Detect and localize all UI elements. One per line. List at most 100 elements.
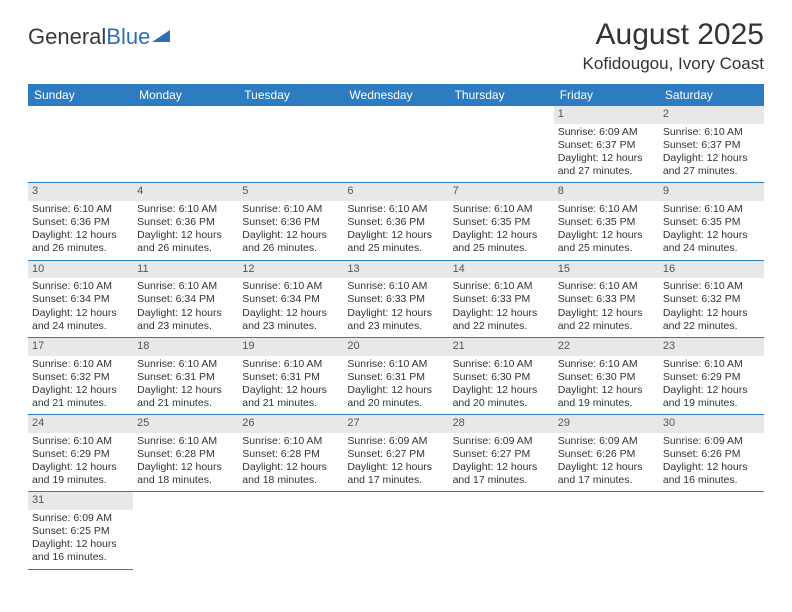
day-info-line: Sunrise: 6:10 AM [32,203,129,216]
day-info-line: Daylight: 12 hours [558,384,655,397]
day-info-line: Daylight: 12 hours [32,384,129,397]
day-info-line: and 16 minutes. [663,474,760,487]
calendar-day-cell: 11Sunrise: 6:10 AMSunset: 6:34 PMDayligh… [133,260,238,337]
day-info-line: Daylight: 12 hours [453,461,550,474]
day-number: 10 [28,261,133,279]
day-info-line: and 21 minutes. [137,397,234,410]
calendar-week-row: 17 Sunrise: 6:10 AMSunset: 6:32 PMDayligh… [28,337,764,414]
day-info-line: Sunset: 6:31 PM [137,371,234,384]
day-info: Sunrise: 6:10 AMSunset: 6:36 PMDaylight:… [32,203,129,256]
day-info: Sunrise: 6:10 AMSunset: 6:33 PMDaylight:… [558,280,655,333]
day-number: 18 [133,338,238,356]
calendar-day-cell: 28Sunrise: 6:09 AMSunset: 6:27 PMDayligh… [449,415,554,492]
day-info-line: Sunset: 6:37 PM [663,139,760,152]
day-info-line: Sunset: 6:31 PM [242,371,339,384]
calendar-day-cell: 3 Sunrise: 6:10 AMSunset: 6:36 PMDaylight… [28,183,133,260]
day-info-line: and 25 minutes. [453,242,550,255]
day-info-line: Sunrise: 6:10 AM [663,203,760,216]
calendar-day-cell [449,492,554,569]
day-info-line: and 17 minutes. [347,474,444,487]
day-info: Sunrise: 6:09 AMSunset: 6:37 PMDaylight:… [558,126,655,179]
day-number: 12 [238,261,343,279]
flag-icon [152,28,174,44]
day-info: Sunrise: 6:10 AMSunset: 6:30 PMDaylight:… [453,358,550,411]
day-info-line: Sunset: 6:34 PM [242,293,339,306]
day-info-line: Sunrise: 6:10 AM [663,358,760,371]
day-info-line: and 18 minutes. [137,474,234,487]
day-info-line: Sunset: 6:27 PM [347,448,444,461]
calendar-day-cell [238,492,343,569]
day-info-line: Sunset: 6:36 PM [242,216,339,229]
day-info: Sunrise: 6:10 AMSunset: 6:31 PMDaylight:… [137,358,234,411]
day-info-line: and 25 minutes. [347,242,444,255]
day-info-line: Daylight: 12 hours [663,152,760,165]
day-info-line: Sunrise: 6:10 AM [32,358,129,371]
day-info: Sunrise: 6:10 AMSunset: 6:36 PMDaylight:… [347,203,444,256]
day-number: 8 [554,183,659,201]
day-info-line: Sunrise: 6:09 AM [32,512,129,525]
calendar-day-cell: 30Sunrise: 6:09 AMSunset: 6:26 PMDayligh… [659,415,764,492]
calendar-day-cell: 24Sunrise: 6:10 AMSunset: 6:29 PMDayligh… [28,415,133,492]
calendar-day-cell: 9Sunrise: 6:10 AMSunset: 6:35 PMDaylight… [659,183,764,260]
day-info-line: Sunset: 6:31 PM [347,371,444,384]
calendar-day-cell: 31Sunrise: 6:09 AMSunset: 6:25 PMDayligh… [28,492,133,569]
calendar-day-cell: 21Sunrise: 6:10 AMSunset: 6:30 PMDayligh… [449,337,554,414]
day-info-line: Daylight: 12 hours [32,229,129,242]
calendar-day-cell: 2Sunrise: 6:10 AMSunset: 6:37 PMDaylight… [659,106,764,183]
weekday-header: Sunday [28,84,133,106]
calendar-week-row: 3Sunrise: 6:10 AMSunset: 6:36 PMDaylight… [28,183,764,260]
day-info: Sunrise: 6:10 AMSunset: 6:32 PMDaylight:… [663,280,760,333]
day-info-line: Daylight: 12 hours [558,152,655,165]
calendar-day-cell: 20Sunrise: 6:10 AMSunset: 6:31 PMDayligh… [343,337,448,414]
day-info: Sunrise: 6:09 AMSunset: 6:25 PMDaylight:… [32,512,129,565]
calendar-day-cell: 18 Sunrise: 6:10 AMSunset: 6:31 PMDayligh… [133,337,238,414]
day-info: Sunrise: 6:10 AMSunset: 6:30 PMDaylight:… [558,358,655,411]
calendar-day-cell: 16Sunrise: 6:10 AMSunset: 6:32 PMDayligh… [659,260,764,337]
day-number: 3 [28,183,133,201]
calendar-day-cell: 13Sunrise: 6:10 AMSunset: 6:33 PMDayligh… [343,260,448,337]
calendar-week-row: 1Sunrise: 6:09 AMSunset: 6:37 PMDaylight… [28,106,764,183]
day-info-line: Daylight: 12 hours [663,307,760,320]
calendar-day-cell: 12Sunrise: 6:10 AMSunset: 6:34 PMDayligh… [238,260,343,337]
day-info-line: Sunset: 6:36 PM [347,216,444,229]
calendar-day-cell: 19Sunrise: 6:10 AMSunset: 6:31 PMDayligh… [238,337,343,414]
day-info-line: Sunrise: 6:09 AM [453,435,550,448]
calendar-day-cell: 15Sunrise: 6:10 AMSunset: 6:33 PMDayligh… [554,260,659,337]
calendar-week-row: 10Sunrise: 6:10 AMSunset: 6:34 PMDayligh… [28,260,764,337]
calendar-day-cell: 29Sunrise: 6:09 AMSunset: 6:26 PMDayligh… [554,415,659,492]
day-info-line: and 23 minutes. [242,320,339,333]
day-info-line: Daylight: 12 hours [558,461,655,474]
day-number: 17 [28,338,133,356]
day-number: 11 [133,261,238,279]
day-info-line: Daylight: 12 hours [137,461,234,474]
calendar-day-cell [28,106,133,183]
day-info-line: Daylight: 12 hours [32,538,129,551]
day-info-line: Sunrise: 6:10 AM [453,358,550,371]
calendar-day-cell [238,106,343,183]
day-info-line: Sunrise: 6:10 AM [242,358,339,371]
day-info-line: Sunset: 6:30 PM [558,371,655,384]
day-info: Sunrise: 6:10 AMSunset: 6:34 PMDaylight:… [32,280,129,333]
day-info-line: and 26 minutes. [32,242,129,255]
calendar-day-cell: 23Sunrise: 6:10 AMSunset: 6:29 PMDayligh… [659,337,764,414]
weekday-header-row: Sunday Monday Tuesday Wednesday Thursday… [28,84,764,106]
day-info-line: Daylight: 12 hours [137,229,234,242]
day-info-line: Sunrise: 6:09 AM [558,435,655,448]
day-info: Sunrise: 6:10 AMSunset: 6:32 PMDaylight:… [32,358,129,411]
calendar-day-cell: 22Sunrise: 6:10 AMSunset: 6:30 PMDayligh… [554,337,659,414]
day-info-line: and 21 minutes. [242,397,339,410]
day-info-line: Daylight: 12 hours [32,461,129,474]
day-info-line: Sunrise: 6:10 AM [242,203,339,216]
day-info-line: and 19 minutes. [558,397,655,410]
day-info: Sunrise: 6:10 AMSunset: 6:35 PMDaylight:… [663,203,760,256]
calendar-day-cell [343,492,448,569]
calendar-week-row: 24Sunrise: 6:10 AMSunset: 6:29 PMDayligh… [28,415,764,492]
day-info-line: Sunrise: 6:10 AM [453,280,550,293]
calendar-day-cell [343,106,448,183]
day-info-line: and 24 minutes. [663,242,760,255]
day-info-line: and 20 minutes. [453,397,550,410]
day-info-line: Sunrise: 6:10 AM [242,280,339,293]
day-info-line: Daylight: 12 hours [242,461,339,474]
day-info-line: Sunset: 6:28 PM [242,448,339,461]
day-info-line: Sunrise: 6:10 AM [32,435,129,448]
